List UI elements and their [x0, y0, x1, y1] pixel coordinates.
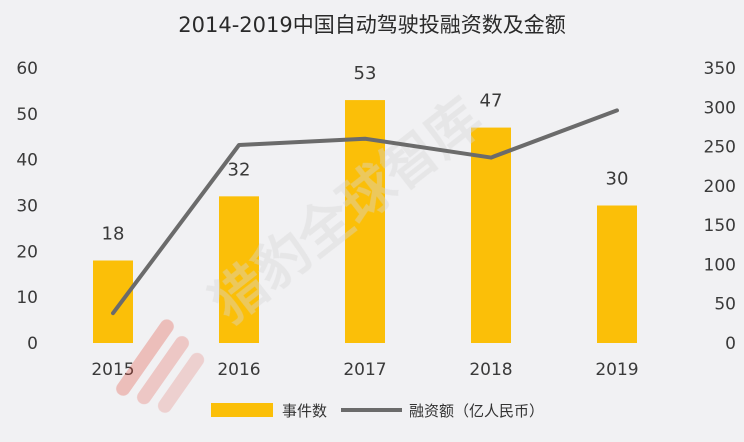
- left-axis-tick-label: 60: [16, 59, 38, 79]
- right-axis-tick-label: 150: [704, 216, 736, 236]
- left-axis-tick-label: 0: [27, 334, 38, 354]
- bar: [219, 196, 259, 343]
- x-axis-tick-label: 2015: [91, 360, 134, 380]
- right-axis-tick-label: 250: [704, 138, 736, 158]
- x-axis-tick-label: 2016: [217, 360, 260, 380]
- chart-title: 2014-2019中国自动驾驶投融资数及金额: [178, 13, 565, 37]
- right-axis: 0 50 100 150 200 250 300 350: [704, 59, 736, 354]
- watermark-logo-icon: [116, 319, 205, 413]
- data-labels: 18 32 53 47 30: [102, 63, 629, 244]
- data-label: 47: [480, 91, 503, 112]
- line-series: [111, 108, 619, 316]
- left-axis-tick-label: 30: [16, 197, 38, 217]
- watermark: 猎豹全球智库: [116, 86, 493, 413]
- left-axis: 0 10 20 30 40 50 60: [16, 59, 38, 354]
- bar: [597, 205, 637, 343]
- x-axis-tick-label: 2018: [469, 360, 512, 380]
- x-axis-tick-label: 2019: [595, 360, 638, 380]
- left-axis-tick-label: 20: [16, 242, 38, 262]
- data-label: 18: [102, 224, 125, 245]
- right-axis-tick-label: 0: [725, 334, 736, 354]
- right-axis-tick-label: 50: [714, 295, 736, 315]
- bar: [93, 260, 133, 343]
- right-axis-tick-label: 350: [704, 59, 736, 79]
- left-axis-tick-label: 40: [16, 151, 38, 171]
- x-axis: 2015 2016 2017 2018 2019: [91, 360, 638, 380]
- data-label: 32: [228, 159, 251, 180]
- left-axis-tick-label: 10: [16, 288, 38, 308]
- right-axis-tick-label: 300: [704, 98, 736, 118]
- right-axis-tick-label: 100: [704, 255, 736, 275]
- legend-swatch-bar: [211, 403, 273, 417]
- legend: 事件数 融资额（亿人民币）: [211, 402, 544, 420]
- data-label: 30: [606, 169, 629, 190]
- right-axis-tick-label: 200: [704, 177, 736, 197]
- left-axis-tick-label: 50: [16, 105, 38, 125]
- legend-label-bar: 事件数: [282, 402, 327, 420]
- data-label: 53: [354, 63, 377, 84]
- x-axis-tick-label: 2017: [343, 360, 386, 380]
- bar: [471, 127, 511, 343]
- legend-label-line: 融资额（亿人民币）: [409, 402, 544, 420]
